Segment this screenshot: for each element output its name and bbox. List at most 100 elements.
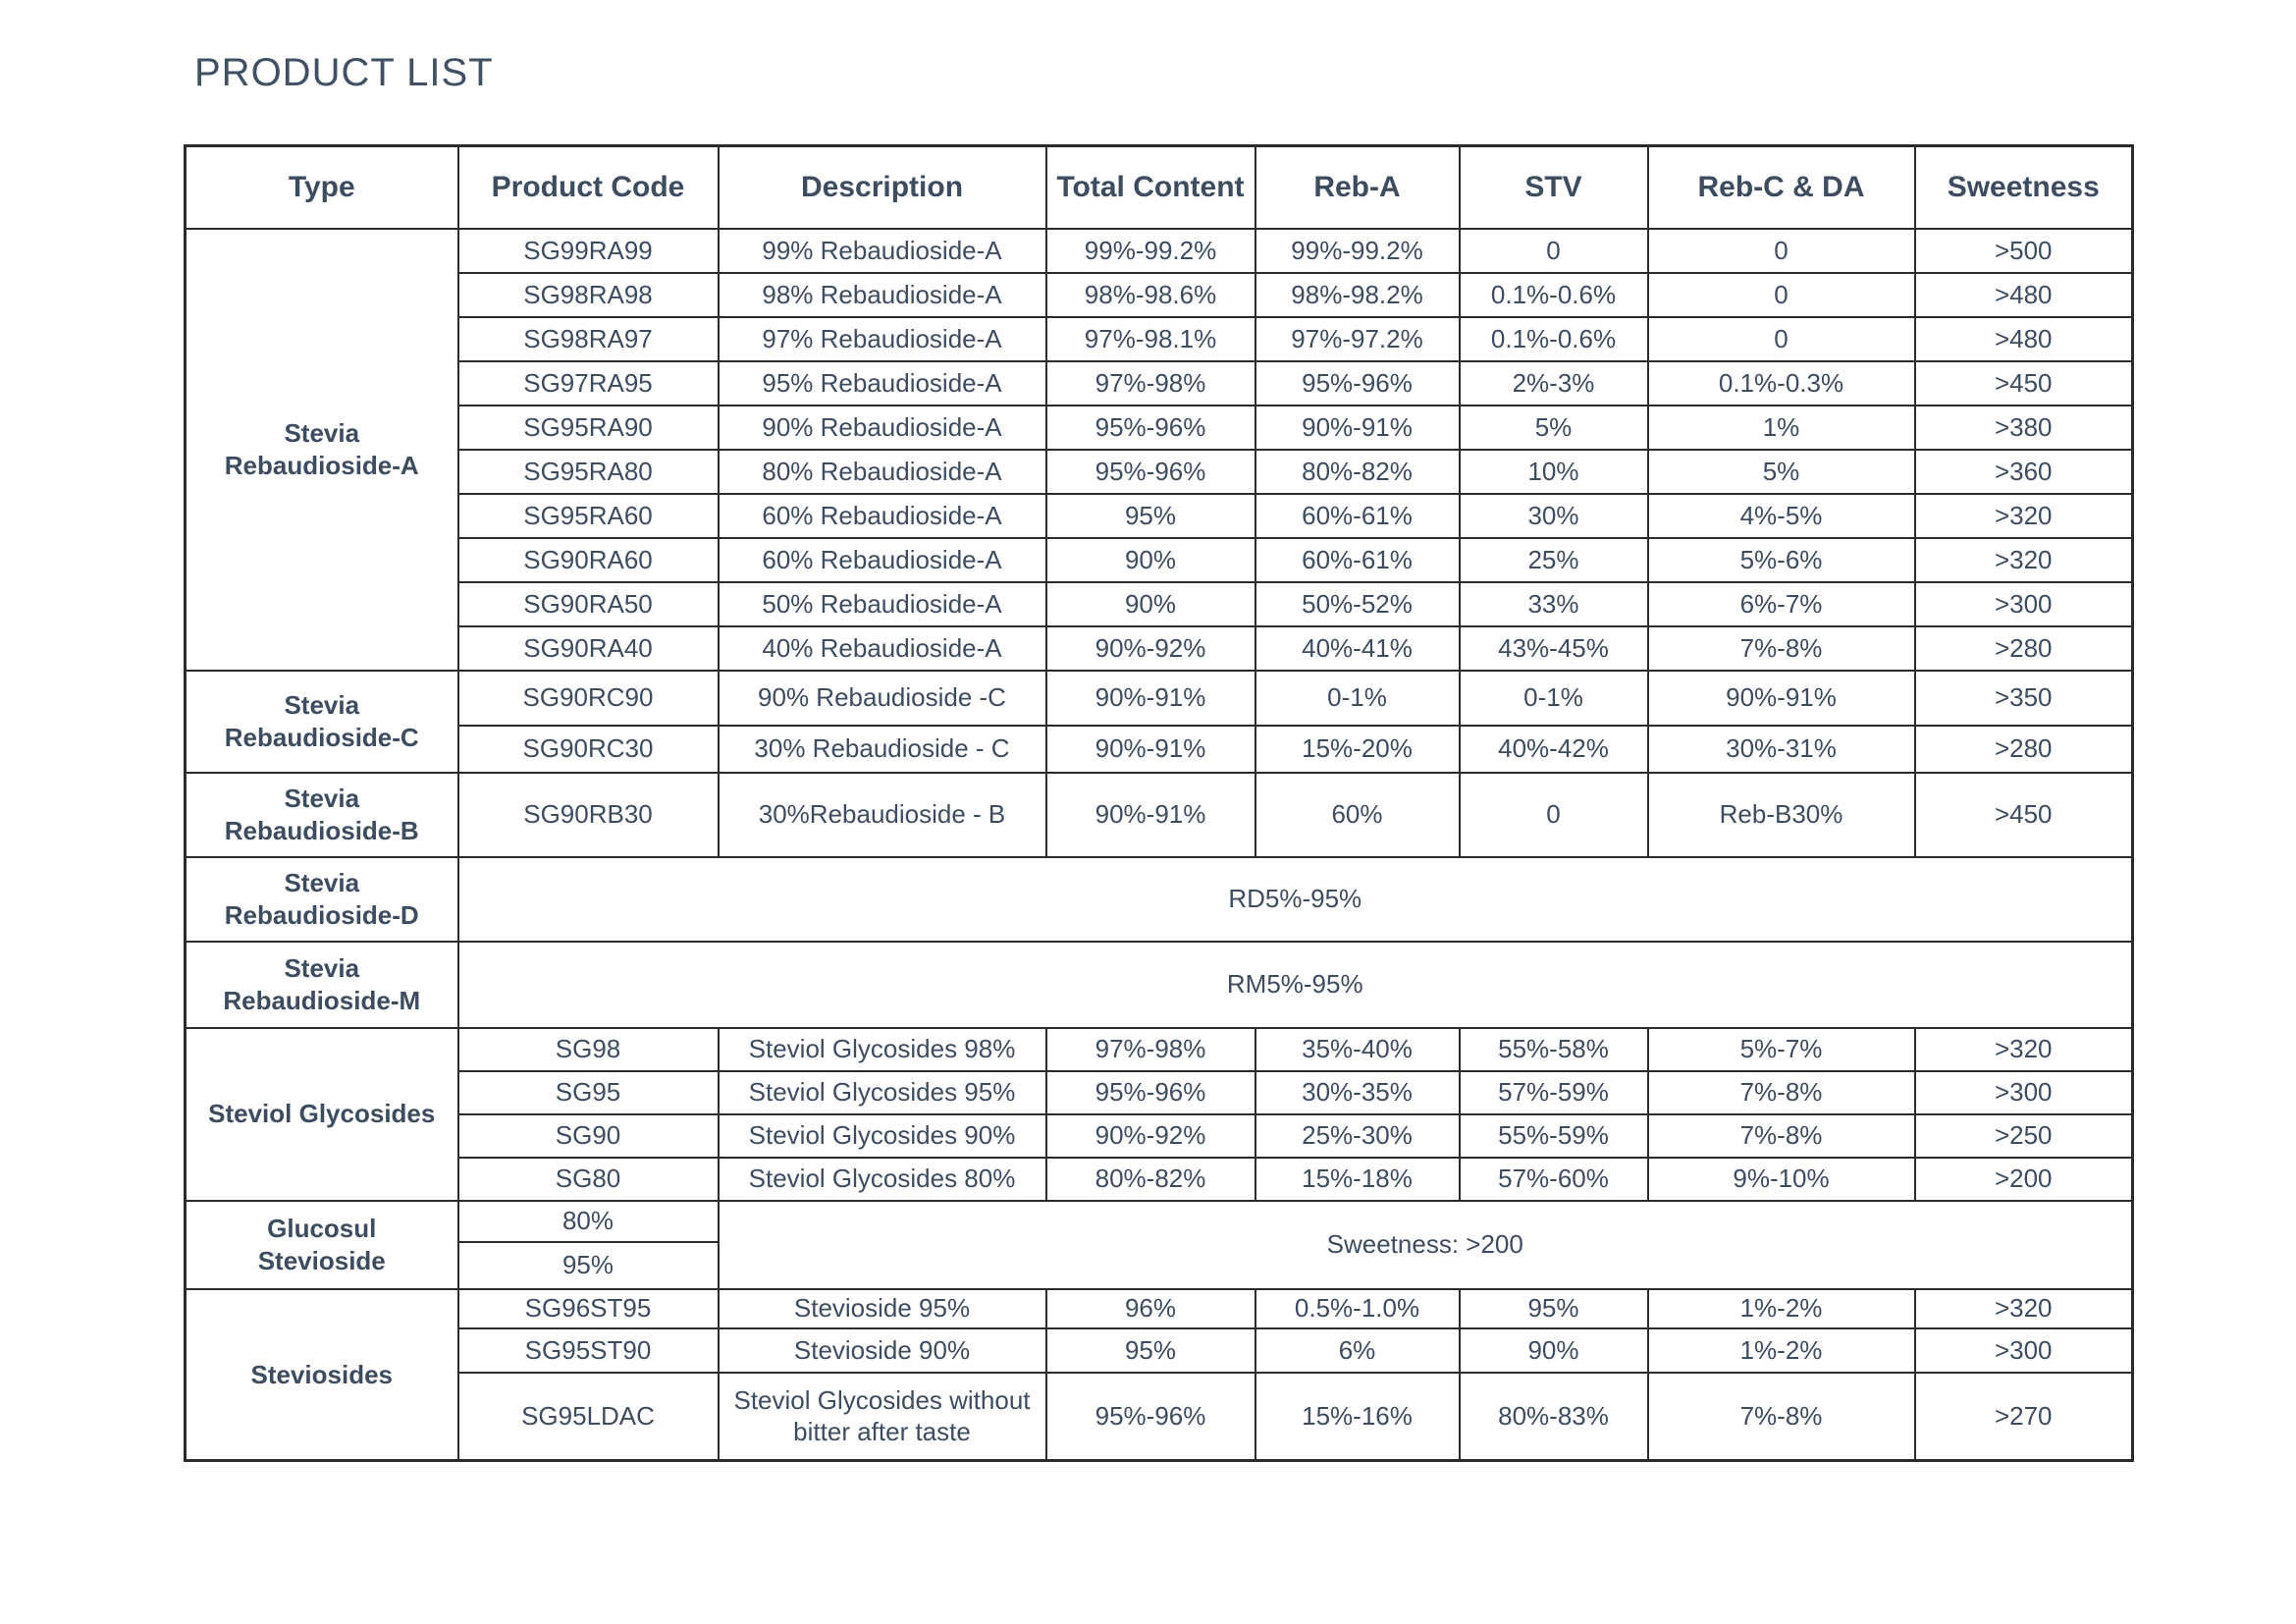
cell-stv: 10% <box>1458 448 1649 495</box>
table-row: Stevia Rebaudioside-A SG99RA99 99% Rebau… <box>184 227 2134 672</box>
span-cell-rd: RD5%-95% <box>456 855 2134 943</box>
table-row: SG95 Steviol Glycosides 95% 95%-96% 30%-… <box>186 1069 2134 1115</box>
cell-stv: 0.1%-0.6% <box>1458 315 1649 362</box>
cell-reba: 15%-16% <box>1254 1371 1461 1462</box>
cell-reba: 50%-52% <box>1254 580 1461 627</box>
cell-stv: 95% <box>1458 1287 1649 1329</box>
cell-reba: 15%-20% <box>1254 724 1461 774</box>
cell-total: 90%-92% <box>1044 624 1256 672</box>
cell-code: SG98 <box>456 1026 720 1072</box>
cell-total: 97%-98% <box>1044 359 1256 406</box>
cell-sweet: >480 <box>1913 315 2134 362</box>
cell-code: SG90RC90 <box>456 669 720 727</box>
cell-reba: 0.5%-1.0% <box>1254 1287 1461 1329</box>
cell-rebcda: 1%-2% <box>1646 1326 1916 1374</box>
table-row: SG97RA95 95% Rebaudioside-A 97%-98% 95%-… <box>186 359 2134 406</box>
cell-stv: 2%-3% <box>1458 359 1649 406</box>
cell-rebcda: 5%-7% <box>1646 1026 1916 1072</box>
cell-reba: 80%-82% <box>1254 448 1461 495</box>
cell-stv: 0-1% <box>1458 669 1649 727</box>
cell-sweet: >320 <box>1913 1026 2134 1072</box>
table-row: SG95LDAC Steviol Glycosides without bitt… <box>186 1371 2134 1462</box>
cell-sweet: >500 <box>1913 227 2134 274</box>
header-row: Type Product Code Description Total Cont… <box>184 144 2134 230</box>
cell-reba: 95%-96% <box>1254 359 1461 406</box>
column-header-reb-a: Reb-A <box>1254 144 1461 230</box>
type-cell-rebaudioside-b: Stevia Rebaudioside-B <box>184 771 459 858</box>
cell-desc: 60% Rebaudioside-A <box>717 492 1047 539</box>
cell-total: 95%-96% <box>1044 448 1256 495</box>
cell-sweet: >350 <box>1913 669 2134 727</box>
column-header-type: Type <box>184 144 459 230</box>
cell-total: 95%-96% <box>1044 404 1256 451</box>
cell-desc: 40% Rebaudioside-A <box>717 624 1047 672</box>
cell-stv: 0 <box>1458 771 1649 858</box>
cell-code: SG99RA99 <box>456 227 720 274</box>
cell-total: 80%-82% <box>1044 1156 1256 1202</box>
cell-sweet: >300 <box>1913 1326 2134 1374</box>
type-cell-steviosides: Steviosides <box>184 1287 459 1462</box>
cell-rebcda: 1% <box>1646 404 1916 451</box>
cell-desc: 90% Rebaudioside-A <box>717 404 1047 451</box>
product-list-table: Type Product Code Description Total Cont… <box>184 144 2134 1462</box>
cell-reba: 60% <box>1254 771 1461 858</box>
cell-stv: 55%-58% <box>1458 1026 1649 1072</box>
cell-total: 99%-99.2% <box>1044 227 1256 274</box>
column-header-description: Description <box>717 144 1047 230</box>
column-header-reb-c-da: Reb-C & DA <box>1646 144 1916 230</box>
cell-reba: 90%-91% <box>1254 404 1461 451</box>
column-header-stv: STV <box>1458 144 1649 230</box>
cell-code: SG90 <box>456 1112 720 1159</box>
table-row: SG95RA90 90% Rebaudioside-A 95%-96% 90%-… <box>186 404 2134 451</box>
cell-desc: 97% Rebaudioside-A <box>717 315 1047 362</box>
cell-code: SG95RA90 <box>456 404 720 451</box>
table-row: SG90RA60 60% Rebaudioside-A 90% 60%-61% … <box>186 536 2134 583</box>
type-cell-rebaudioside-c: Stevia Rebaudioside-C <box>184 669 459 774</box>
table-row: SG95RA80 80% Rebaudioside-A 95%-96% 80%-… <box>186 448 2134 495</box>
cell-rebcda: 7%-8% <box>1646 1371 1916 1462</box>
page-title: PRODUCT LIST <box>194 51 494 94</box>
cell-total: 90% <box>1044 580 1256 627</box>
table-row: Stevia Rebaudioside-D RD5%-95% <box>184 855 2134 943</box>
cell-desc: 95% Rebaudioside-A <box>717 359 1047 406</box>
cell-desc: 80% Rebaudioside-A <box>717 448 1047 495</box>
cell-stv: 33% <box>1458 580 1649 627</box>
cell-rebcda: 1%-2% <box>1646 1287 1916 1329</box>
cell-sweet: >320 <box>1913 536 2134 583</box>
cell-desc: Steviol Glycosides without bitter after … <box>717 1371 1047 1462</box>
cell-code: SG98RA98 <box>456 271 720 318</box>
cell-stv: 5% <box>1458 404 1649 451</box>
type-cell-rebaudioside-a: Stevia Rebaudioside-A <box>184 227 459 672</box>
cell-rebcda: 0.1%-0.3% <box>1646 359 1916 406</box>
cell-desc: Steviol Glycosides 98% <box>717 1026 1047 1072</box>
cell-rebcda: 7%-8% <box>1646 1069 1916 1115</box>
table-row: SG95RA60 60% Rebaudioside-A 95% 60%-61% … <box>186 492 2134 539</box>
column-header-sweetness: Sweetness <box>1913 144 2134 230</box>
cell-rebcda: 9%-10% <box>1646 1156 1916 1202</box>
table-row: 95% <box>186 1240 2133 1290</box>
cell-rebcda: 6%-7% <box>1646 580 1916 627</box>
cell-reba: 6% <box>1254 1326 1461 1374</box>
table-row: Stevia Rebaudioside-M RM5%-95% <box>184 940 2134 1029</box>
table-row: SG90RA40 40% Rebaudioside-A 90%-92% 40%-… <box>186 624 2134 672</box>
span-cell-rm: RM5%-95% <box>456 940 2134 1029</box>
table-row: SG80 Steviol Glycosides 80% 80%-82% 15%-… <box>186 1156 2134 1202</box>
table-row: Steviol Glycosides SG98 Steviol Glycosid… <box>184 1026 2134 1202</box>
cell-sweet: >360 <box>1913 448 2134 495</box>
cell-stv: 90% <box>1458 1326 1649 1374</box>
cell-rebcda: Reb-B30% <box>1646 771 1916 858</box>
table-row: SG90RC30 30% Rebaudioside - C 90%-91% 15… <box>186 724 2134 774</box>
cell-desc: Steviol Glycosides 80% <box>717 1156 1047 1202</box>
cell-code: SG90RB30 <box>456 771 720 858</box>
table-row: Glucosul Stevioside 80% Sweetness: >200 <box>184 1199 2134 1290</box>
cell-total: 90%-91% <box>1044 724 1256 774</box>
cell-code: SG95ST90 <box>456 1326 720 1374</box>
type-cell-steviol-glycosides: Steviol Glycosides <box>184 1026 459 1202</box>
cell-reba: 40%-41% <box>1254 624 1461 672</box>
cell-reba: 0-1% <box>1254 669 1461 727</box>
cell-reba: 60%-61% <box>1254 536 1461 583</box>
cell-code: SG90RA40 <box>456 624 720 672</box>
cell-code: SG90RA60 <box>456 536 720 583</box>
cell-stv: 40%-42% <box>1458 724 1649 774</box>
cell-stv: 0.1%-0.6% <box>1458 271 1649 318</box>
